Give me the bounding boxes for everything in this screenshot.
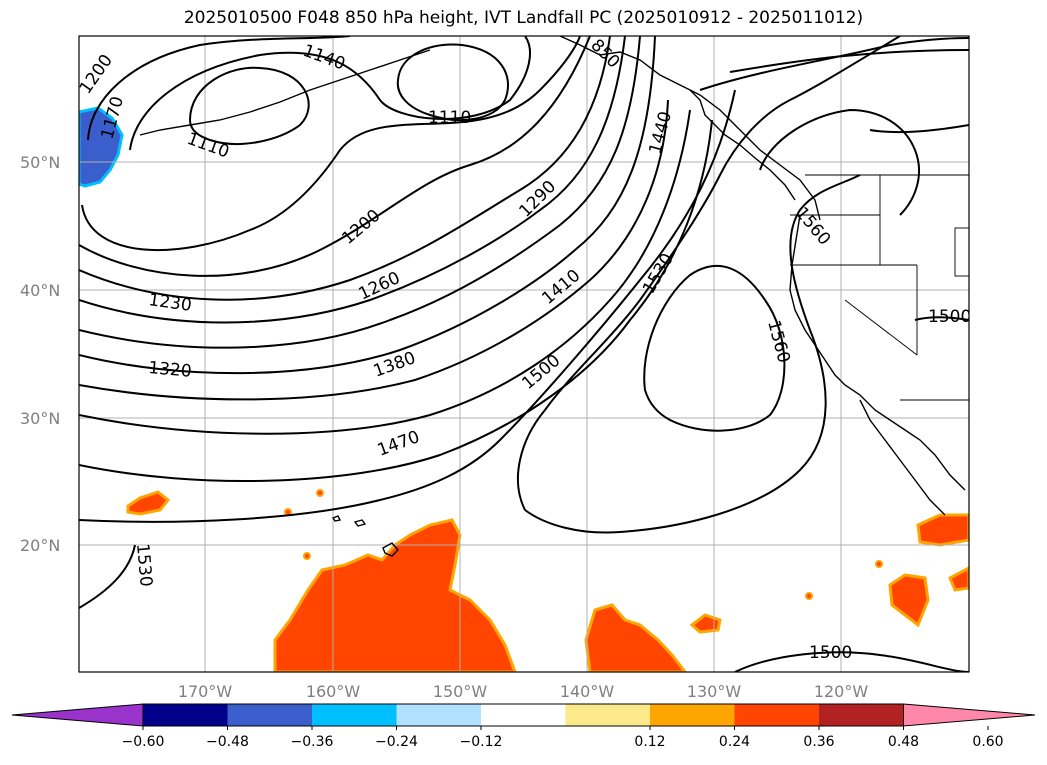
contour-line [734,651,969,672]
contour-line [79,36,641,349]
lon-label-120w: 120°W [814,682,869,701]
bc-coast [689,89,796,201]
lon-label-160w: 160°W [306,682,361,701]
contour-line [729,49,969,73]
colorbar-segment [481,704,566,726]
colorbar-segment [396,704,482,726]
lat-label-40n: 40°N [20,281,60,300]
hawaii-island [382,542,399,557]
contour-label: 1530 [132,543,156,588]
colorbar-segment [819,704,904,726]
contour-line [759,108,920,216]
colorbar-tick-label: −0.36 [291,734,334,750]
latitude-labels: 50°N 40°N 30°N 20°N [20,153,60,555]
lat-label-50n: 50°N [20,153,60,172]
colorbar-tick-label: −0.24 [375,734,418,750]
hawaii-islet [353,519,367,527]
contour-line [79,36,626,324]
contour-line [79,119,713,482]
contour-line [699,37,969,91]
contour-line [81,36,581,251]
colorbar-tick-label: 0.24 [719,734,750,750]
contour-line [869,124,969,134]
contour-label: 1110 [428,108,471,128]
anomaly-dot [875,560,883,568]
colorbar-segment [143,704,228,726]
lat-label-30n: 30°N [20,409,60,428]
contour-line [87,36,351,141]
contour-label: 1500 [928,307,971,327]
longitude-labels: 170°W 160°W 150°W 140°W 130°W 120°W [178,682,869,701]
state-border [844,299,918,356]
colorbar-tick-label: 0.60 [972,734,1003,750]
map-frame [78,35,970,673]
hawaii-islet [331,515,342,522]
ivt-shading [79,106,969,672]
colorbar-tick-label: 0.36 [803,734,834,750]
baja-peninsula [859,399,946,516]
lon-label-140w: 140°W [560,682,615,701]
contour-line [79,99,669,401]
gridlines [79,36,969,672]
lon-label-170w: 170°W [178,682,233,701]
lon-label-150w: 150°W [433,682,488,701]
colorbar-tick-label: 0.48 [888,734,919,750]
anomaly-south-central [584,603,687,672]
hawaii-anomaly-region [273,518,517,672]
lat-label-20n: 20°N [20,536,60,555]
anomaly-dot [316,489,324,497]
anomaly-dot [303,552,311,560]
anomaly-small-south [689,613,722,634]
colorbar-segment [650,704,735,726]
colorbar: −0.60 −0.48 −0.36 −0.24 −0.12 0.12 0.24 0.36 0.4… [11,703,1036,750]
anomaly-dot [805,592,813,600]
map-panel: 1140 1110 1110 1200 1170 1200 1290 1440 … [79,36,971,672]
contour-line [79,36,611,301]
contour-line [129,36,531,151]
height-contours [79,36,969,672]
colorbar-tick-label: −0.12 [460,734,503,750]
anomaly-east-edge-small [948,566,969,592]
contour-line [524,174,861,534]
colorbar-segment [565,704,651,726]
colorbar-extend-max [903,703,1036,727]
colorbar-segment [734,704,820,726]
contour-line [79,544,136,609]
us-west-coast [789,214,966,491]
contour-line [79,36,591,277]
map-title: 2025010500 F048 850 hPa height, IVT Land… [183,8,864,28]
contour-line [396,43,510,121]
colorbar-tick-label: 0.12 [634,734,665,750]
colorbar-tick-label: −0.60 [122,734,165,750]
colorbar-segment [312,704,397,726]
colorbar-extend-min [11,703,144,727]
anomaly-east-edge [916,513,969,547]
borders [790,174,969,401]
contour-line [79,89,736,523]
colorbar-segment [227,704,313,726]
colorbar-tick-label: −0.48 [206,734,249,750]
small-anomaly-west [126,490,171,516]
lon-label-130w: 130°W [687,682,742,701]
contour-line [914,316,969,321]
contour-line [188,66,310,146]
contour-label: 1500 [809,643,852,663]
contour-line [643,265,786,432]
contour-label: 1320 [148,358,193,382]
state-box [954,227,969,277]
colorbar-frame [142,703,904,727]
anomaly-baja-west [888,573,930,628]
contour-line [79,109,691,435]
contour-line [79,36,656,375]
aleutian-islands [139,49,431,136]
contour-line [517,36,901,511]
